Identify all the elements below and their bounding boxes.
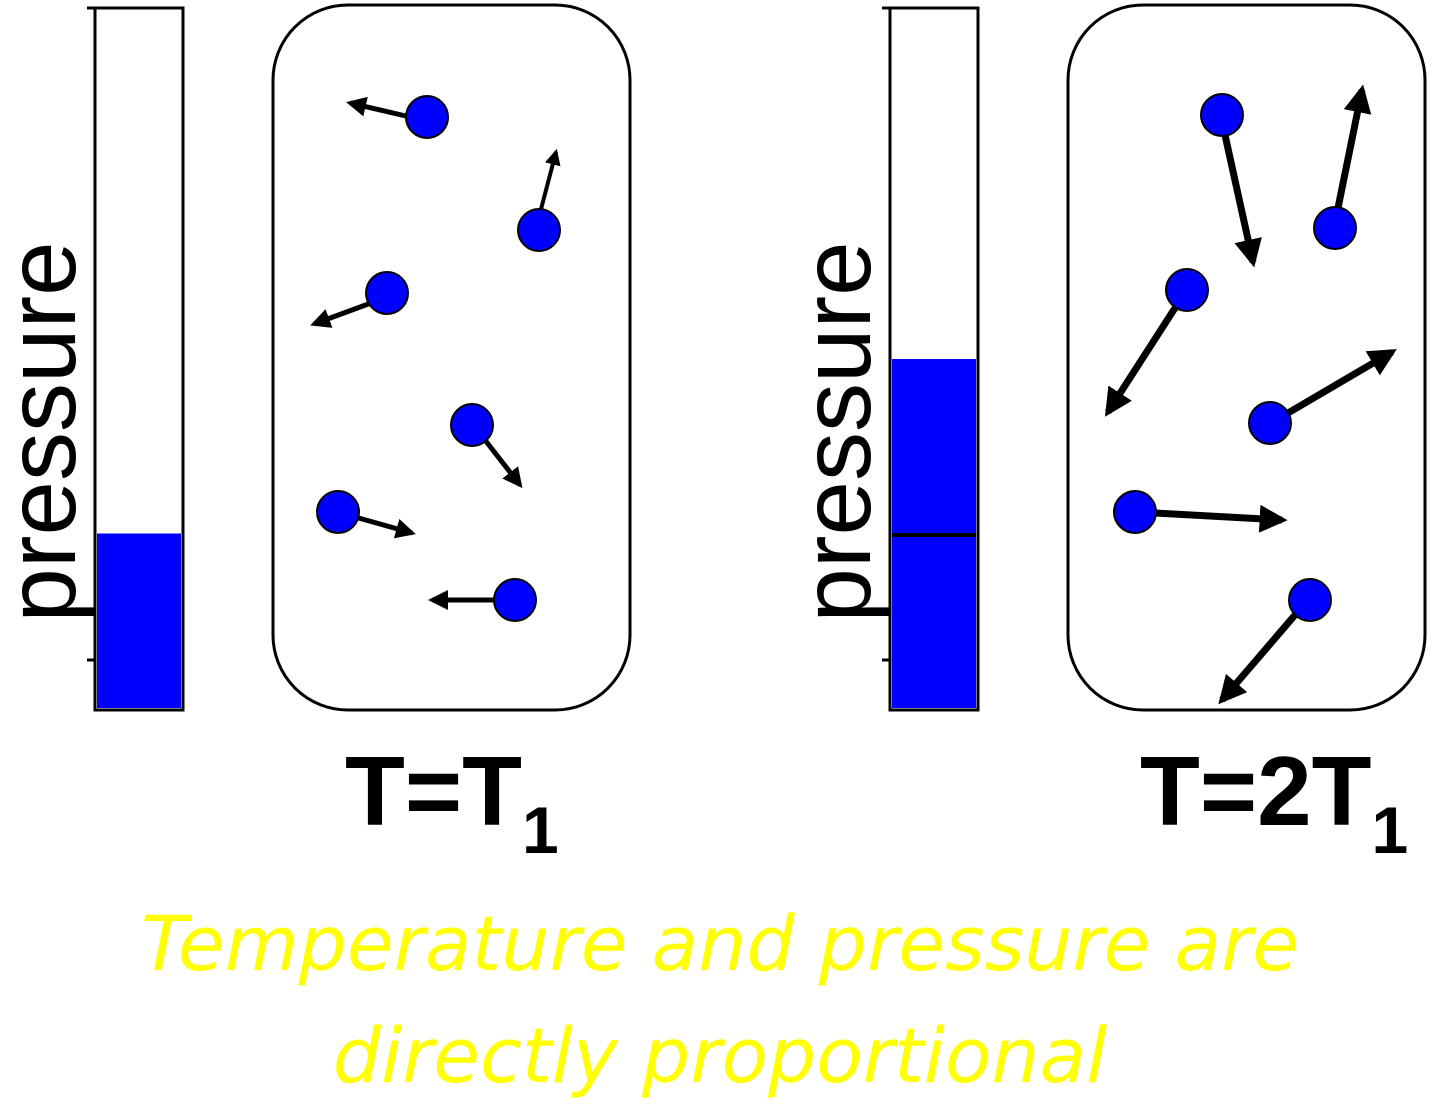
pressure-gauge-2t1 <box>882 6 980 712</box>
panel-t1: pressure <box>0 3 632 867</box>
velocity-arrow <box>1104 306 1178 417</box>
molecule <box>1200 93 1262 268</box>
molecules-2t1 <box>1104 84 1397 705</box>
molecule <box>346 95 449 139</box>
velocity-arrow <box>1154 504 1288 533</box>
velocity-arrow <box>1218 612 1298 705</box>
caption: Temperature and pressure are directly pr… <box>0 888 1440 1112</box>
velocity-arrow <box>354 514 416 539</box>
molecule <box>1113 490 1288 534</box>
panel-2t1: pressure <box>781 3 1427 867</box>
molecule <box>316 490 416 539</box>
velocity-arrow <box>310 300 372 328</box>
temperature-label-t1: T=T1 <box>345 736 559 867</box>
gas-container-t1 <box>271 3 632 712</box>
molecule <box>1248 348 1397 445</box>
pressure-axis-label: pressure <box>0 241 96 622</box>
temperature-label-2t1: T=2T1 <box>1140 736 1408 867</box>
molecule <box>310 271 409 328</box>
velocity-arrow <box>1286 348 1397 417</box>
caption-line-1: Temperature and pressure are <box>140 899 1300 988</box>
velocity-arrow <box>1221 134 1262 268</box>
pressure-gauge-t1 <box>87 6 185 712</box>
molecule <box>450 403 523 489</box>
molecule <box>1313 84 1372 250</box>
velocity-arrow <box>483 438 523 489</box>
velocity-arrow <box>346 96 411 120</box>
pressure-axis-label: pressure <box>781 241 891 622</box>
molecule <box>1104 268 1209 417</box>
velocity-arrow <box>1334 84 1372 209</box>
molecule <box>517 148 561 252</box>
molecules-t1 <box>310 95 561 622</box>
gas-law-diagram: pressure <box>0 3 1427 867</box>
molecule <box>428 578 537 622</box>
gas-container-2t1 <box>1066 3 1427 712</box>
caption-line-2: directly proportional <box>332 1011 1108 1100</box>
pressure-fill <box>97 533 181 708</box>
velocity-arrow <box>538 148 561 214</box>
molecule <box>1218 578 1332 705</box>
